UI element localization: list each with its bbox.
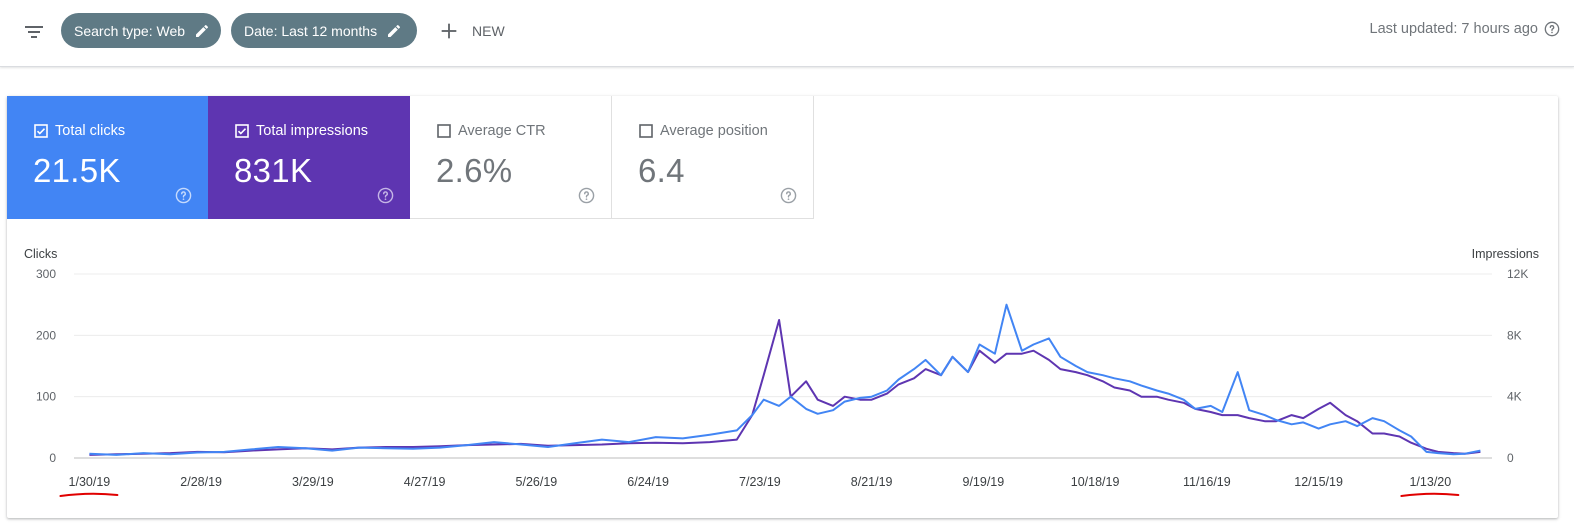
search-type-chip[interactable]: Search type: Web bbox=[61, 13, 221, 48]
metric-total-impressions[interactable]: Total impressions 831K bbox=[208, 96, 410, 219]
last-updated-text: Last updated: 7 hours ago bbox=[1369, 21, 1539, 37]
metric-label: Total impressions bbox=[256, 123, 369, 139]
x-tick-label: 5/26/19 bbox=[516, 475, 558, 489]
y-tick-label: 300 bbox=[36, 267, 56, 281]
x-tick-label: 6/24/19 bbox=[627, 475, 669, 489]
edit-pencil-icon[interactable] bbox=[194, 23, 210, 39]
filter-list-icon[interactable] bbox=[22, 20, 46, 44]
checkbox-checked-icon[interactable] bbox=[34, 124, 48, 138]
last-updated: Last updated: 7 hours ago bbox=[1370, 21, 1561, 37]
x-tick-label: 10/18/19 bbox=[1071, 475, 1120, 489]
y-tick-label: 200 bbox=[36, 328, 56, 342]
x-tick-label: 12/15/19 bbox=[1294, 475, 1343, 489]
x-tick-label: 2/28/19 bbox=[180, 475, 222, 489]
performance-card: Total clicks 21.5K Total impressions 831… bbox=[7, 96, 1558, 518]
red-underline-annotation bbox=[1400, 492, 1460, 497]
checkbox-unchecked-icon[interactable] bbox=[437, 124, 451, 138]
metric-header: Average CTR bbox=[437, 123, 546, 139]
y2-axis-title: Impressions bbox=[1472, 247, 1539, 261]
y-tick-label: 0 bbox=[49, 451, 56, 465]
x-tick-label: 11/16/19 bbox=[1183, 475, 1231, 489]
metric-label: Average position bbox=[660, 123, 768, 139]
x-tick-label: 3/29/19 bbox=[292, 475, 334, 489]
metric-header: Average position bbox=[639, 123, 768, 139]
new-filter-label: NEW bbox=[472, 23, 505, 39]
performance-chart[interactable]: Clicks Impressions 0 100 200 300 0 4K 8K 12K 1/30/… bbox=[7, 96, 1558, 518]
metric-value: 21.5K bbox=[33, 152, 121, 189]
y2-tick-label: 12K bbox=[1507, 267, 1528, 281]
metric-value: 831K bbox=[234, 152, 313, 189]
y2-tick-label: 8K bbox=[1507, 328, 1522, 342]
help-icon[interactable] bbox=[1544, 21, 1560, 37]
metric-label: Average CTR bbox=[458, 123, 546, 139]
checkbox-unchecked-icon[interactable] bbox=[639, 124, 653, 138]
date-range-chip[interactable]: Date: Last 12 months bbox=[231, 13, 417, 48]
checkbox-checked-icon[interactable] bbox=[235, 124, 249, 138]
metric-average-position[interactable]: Average position 6.4 bbox=[612, 96, 814, 219]
y2-tick-label: 4K bbox=[1507, 390, 1522, 404]
x-tick-label: 4/27/19 bbox=[404, 475, 446, 489]
series-line-impressions bbox=[89, 319, 1481, 456]
y-tick-label: 100 bbox=[36, 390, 56, 404]
x-tick-label: 1/30/19 bbox=[69, 475, 111, 489]
red-underline-annotation bbox=[59, 492, 119, 497]
x-tick-label: 9/19/19 bbox=[963, 475, 1005, 489]
metric-label: Total clicks bbox=[55, 123, 126, 139]
new-filter-button[interactable]: NEW bbox=[438, 18, 505, 44]
metric-average-ctr[interactable]: Average CTR 2.6% bbox=[410, 96, 612, 219]
y-axis-title: Clicks bbox=[24, 247, 57, 261]
help-icon[interactable] bbox=[780, 187, 797, 204]
series-line-clicks bbox=[89, 303, 1481, 456]
x-tick-label: 1/13/20 bbox=[1409, 475, 1451, 489]
metric-header: Total clicks bbox=[34, 123, 125, 139]
metric-value: 6.4 bbox=[638, 152, 685, 189]
chip-label: Search type: Web bbox=[74, 22, 186, 39]
toolbar: Search type: Web Date: Last 12 months NE… bbox=[0, 0, 1574, 67]
metric-value: 2.6% bbox=[436, 152, 513, 189]
x-tick-label: 8/21/19 bbox=[851, 475, 893, 489]
help-icon[interactable] bbox=[175, 187, 192, 204]
chip-label: Date: Last 12 months bbox=[244, 22, 378, 39]
help-icon[interactable] bbox=[377, 187, 394, 204]
edit-pencil-icon[interactable] bbox=[386, 23, 402, 39]
plus-icon bbox=[441, 23, 457, 39]
help-icon[interactable] bbox=[578, 187, 595, 204]
metric-total-clicks[interactable]: Total clicks 21.5K bbox=[7, 96, 208, 219]
x-tick-label: 7/23/19 bbox=[739, 475, 781, 489]
metric-header: Total impressions bbox=[235, 123, 368, 139]
y2-tick-label: 0 bbox=[1507, 451, 1514, 465]
